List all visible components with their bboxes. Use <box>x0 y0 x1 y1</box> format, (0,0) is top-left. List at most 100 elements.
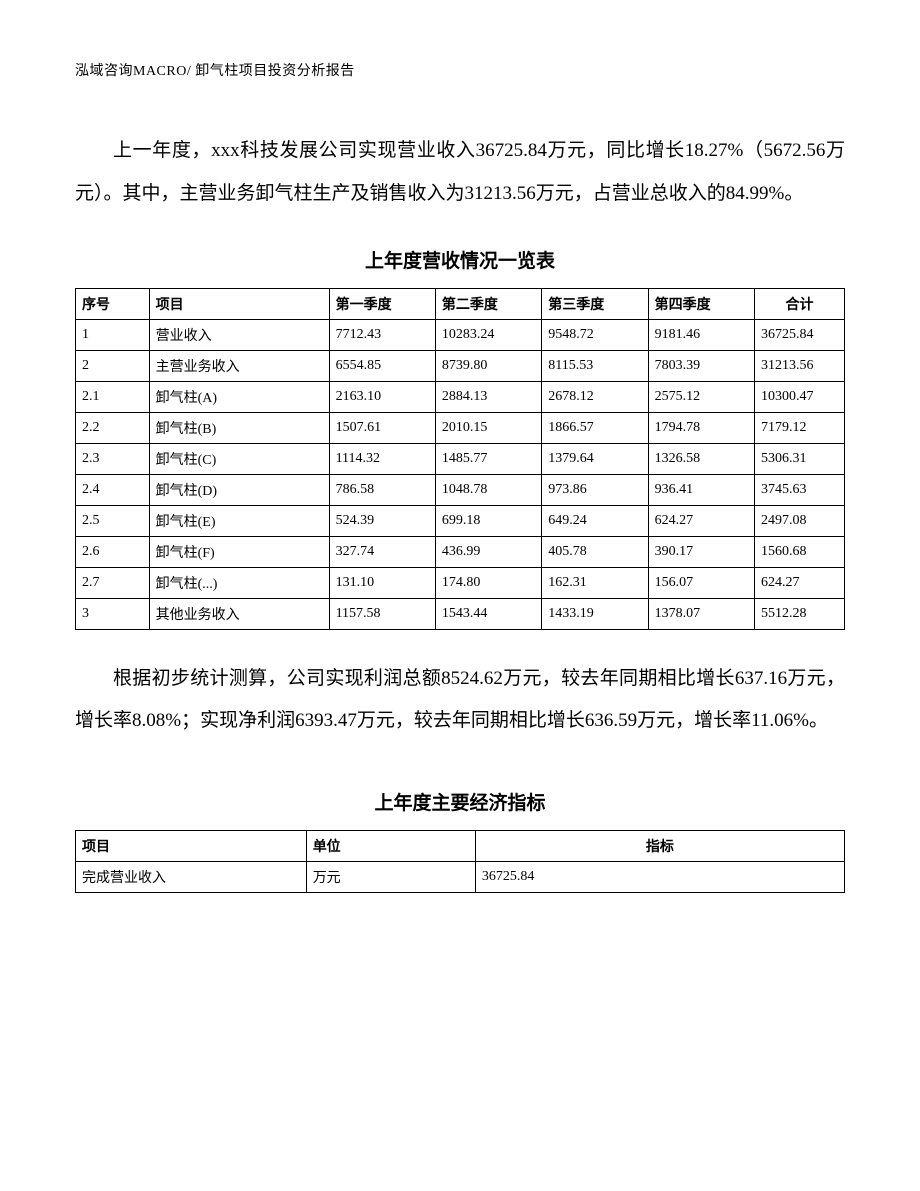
table-row: 2.3卸气柱(C)1114.321485.771379.641326.58530… <box>76 443 845 474</box>
table-cell: 1048.78 <box>435 474 541 505</box>
table-cell: 卸气柱(F) <box>149 536 329 567</box>
revenue-table: 序号 项目 第一季度 第二季度 第三季度 第四季度 合计 1营业收入7712.4… <box>75 288 845 630</box>
col-indicator: 指标 <box>475 831 844 862</box>
table-cell: 2163.10 <box>329 381 435 412</box>
table-cell: 2884.13 <box>435 381 541 412</box>
table-cell: 524.39 <box>329 505 435 536</box>
table-cell: 1543.44 <box>435 598 541 629</box>
table-cell: 2.3 <box>76 443 150 474</box>
table-row: 2.1卸气柱(A)2163.102884.132678.122575.12103… <box>76 381 845 412</box>
table-row: 2.5卸气柱(E)524.39699.18649.24624.272497.08 <box>76 505 845 536</box>
table-cell: 1114.32 <box>329 443 435 474</box>
table1-header-row: 序号 项目 第一季度 第二季度 第三季度 第四季度 合计 <box>76 288 845 319</box>
table-cell: 5306.31 <box>754 443 844 474</box>
table-cell: 卸气柱(A) <box>149 381 329 412</box>
table-cell: 营业收入 <box>149 319 329 350</box>
table-cell: 7179.12 <box>754 412 844 443</box>
col-q4: 第四季度 <box>648 288 754 319</box>
table-cell: 162.31 <box>542 567 648 598</box>
table-cell: 2.2 <box>76 412 150 443</box>
table-cell: 405.78 <box>542 536 648 567</box>
table-row: 2.4卸气柱(D)786.581048.78973.86936.413745.6… <box>76 474 845 505</box>
table-cell: 卸气柱(D) <box>149 474 329 505</box>
table-row: 2.6卸气柱(F)327.74436.99405.78390.171560.68 <box>76 536 845 567</box>
table-cell: 1485.77 <box>435 443 541 474</box>
table-cell: 卸气柱(E) <box>149 505 329 536</box>
table-cell: 2.4 <box>76 474 150 505</box>
table-cell: 卸气柱(C) <box>149 443 329 474</box>
col-item: 项目 <box>149 288 329 319</box>
table-cell: 1866.57 <box>542 412 648 443</box>
table-row: 1营业收入7712.4310283.249548.729181.4636725.… <box>76 319 845 350</box>
table-cell: 131.10 <box>329 567 435 598</box>
table-cell: 2010.15 <box>435 412 541 443</box>
table-cell: 2678.12 <box>542 381 648 412</box>
col-q1: 第一季度 <box>329 288 435 319</box>
table-row: 完成营业收入万元36725.84 <box>76 862 845 893</box>
table-cell: 174.80 <box>435 567 541 598</box>
table-cell: 624.27 <box>754 567 844 598</box>
table-cell: 卸气柱(B) <box>149 412 329 443</box>
col-total: 合计 <box>754 288 844 319</box>
table-cell: 7712.43 <box>329 319 435 350</box>
table-cell: 1507.61 <box>329 412 435 443</box>
table-cell: 2.7 <box>76 567 150 598</box>
table-cell: 3 <box>76 598 150 629</box>
table-cell: 9181.46 <box>648 319 754 350</box>
table-cell: 卸气柱(...) <box>149 567 329 598</box>
table2-body: 完成营业收入万元36725.84 <box>76 862 845 893</box>
table-cell: 1 <box>76 319 150 350</box>
table-cell: 1379.64 <box>542 443 648 474</box>
table-cell: 1794.78 <box>648 412 754 443</box>
table-cell: 624.27 <box>648 505 754 536</box>
table-cell: 649.24 <box>542 505 648 536</box>
table-cell: 6554.85 <box>329 350 435 381</box>
paragraph-2: 根据初步统计测算，公司实现利润总额8524.62万元，较去年同期相比增长637.… <box>75 658 845 744</box>
table-row: 2主营业务收入6554.858739.808115.537803.3931213… <box>76 350 845 381</box>
table-cell: 2497.08 <box>754 505 844 536</box>
table-cell: 36725.84 <box>475 862 844 893</box>
table-cell: 2.5 <box>76 505 150 536</box>
col-q2: 第二季度 <box>435 288 541 319</box>
table-cell: 327.74 <box>329 536 435 567</box>
table-cell: 10300.47 <box>754 381 844 412</box>
table-cell: 8739.80 <box>435 350 541 381</box>
table-row: 3其他业务收入1157.581543.441433.191378.075512.… <box>76 598 845 629</box>
table-cell: 936.41 <box>648 474 754 505</box>
table-row: 2.7卸气柱(...)131.10174.80162.31156.07624.2… <box>76 567 845 598</box>
table2-header-row: 项目 单位 指标 <box>76 831 845 862</box>
table-cell: 7803.39 <box>648 350 754 381</box>
table-cell: 2575.12 <box>648 381 754 412</box>
page-header: 泓域咨询MACRO/ 卸气柱项目投资分析报告 <box>75 60 845 80</box>
table-cell: 2.1 <box>76 381 150 412</box>
table-cell: 8115.53 <box>542 350 648 381</box>
table-cell: 1326.58 <box>648 443 754 474</box>
col-unit: 单位 <box>306 831 475 862</box>
table-cell: 436.99 <box>435 536 541 567</box>
table-cell: 156.07 <box>648 567 754 598</box>
table-cell: 699.18 <box>435 505 541 536</box>
table-row: 2.2卸气柱(B)1507.612010.151866.571794.78717… <box>76 412 845 443</box>
table1-title: 上年度营收情况一览表 <box>75 246 845 273</box>
table-cell: 1560.68 <box>754 536 844 567</box>
table-cell: 完成营业收入 <box>76 862 307 893</box>
table-cell: 5512.28 <box>754 598 844 629</box>
table-cell: 36725.84 <box>754 319 844 350</box>
table-cell: 2 <box>76 350 150 381</box>
col-seq: 序号 <box>76 288 150 319</box>
table-cell: 其他业务收入 <box>149 598 329 629</box>
table-cell: 主营业务收入 <box>149 350 329 381</box>
table-cell: 1157.58 <box>329 598 435 629</box>
table-cell: 1378.07 <box>648 598 754 629</box>
table-cell: 3745.63 <box>754 474 844 505</box>
table2-title: 上年度主要经济指标 <box>75 788 845 815</box>
col-project: 项目 <box>76 831 307 862</box>
table-cell: 390.17 <box>648 536 754 567</box>
table-cell: 786.58 <box>329 474 435 505</box>
col-q3: 第三季度 <box>542 288 648 319</box>
table1-body: 1营业收入7712.4310283.249548.729181.4636725.… <box>76 319 845 629</box>
table-cell: 10283.24 <box>435 319 541 350</box>
table-cell: 9548.72 <box>542 319 648 350</box>
paragraph-1: 上一年度，xxx科技发展公司实现营业收入36725.84万元，同比增长18.27… <box>75 130 845 216</box>
table-cell: 2.6 <box>76 536 150 567</box>
